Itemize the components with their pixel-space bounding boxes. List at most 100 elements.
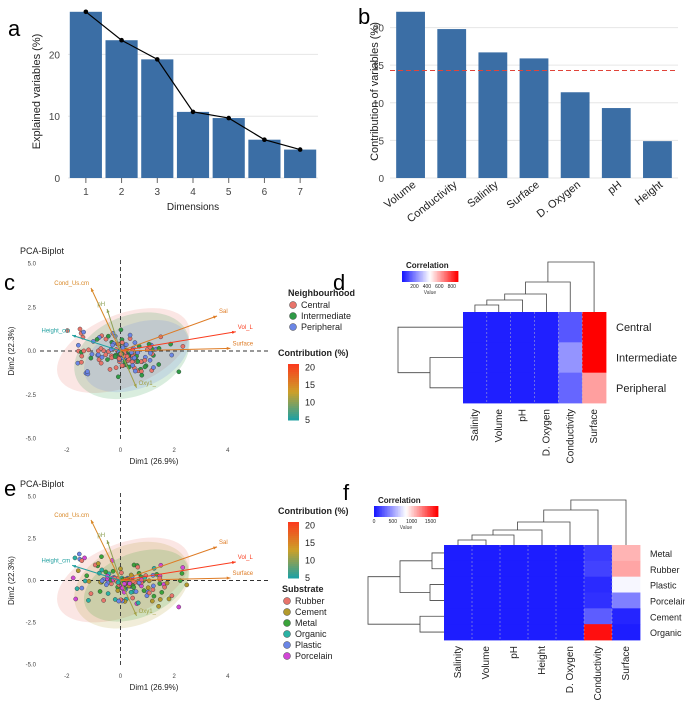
gradient-swatch (288, 574, 299, 577)
variable-label: Surface (232, 341, 253, 347)
gradient-swatch (288, 560, 299, 563)
observation-point (77, 326, 83, 332)
heatmap-cell (558, 312, 583, 343)
legend-label: Cement (295, 607, 327, 617)
gradient-swatch (288, 536, 299, 539)
heatmap-legend-tick: 400 (423, 284, 432, 290)
heatmap-substrate: Metal Rubber Plastic Porcelain Cement Organic… (367, 496, 685, 700)
observation-point (127, 332, 133, 338)
gradient-swatch (288, 530, 299, 533)
loading-arrow (120, 561, 236, 581)
observation-point (110, 342, 115, 348)
observation-point (142, 364, 148, 370)
heatmap-cell (584, 608, 613, 625)
heatmap-legend-swatch (374, 506, 376, 517)
x-tick-label: 4 (190, 187, 196, 198)
legend-title: Neighbourhood (288, 288, 355, 298)
arrow-head (231, 561, 236, 565)
loading-arrow (120, 331, 236, 352)
gradient-swatch (288, 374, 299, 377)
variable-label: Sal (219, 540, 228, 546)
heatmap-legend-swatch (423, 271, 425, 282)
observation-point (139, 369, 144, 374)
heatmap-legend-swatch (453, 271, 456, 282)
gradient-swatch (288, 414, 299, 417)
biplot-neighbourhood: PCA-Biplot -2 0 2 4 5.0 2.5 0.0 -2.5 -5.0 Cond_Us.… (7, 246, 355, 466)
heatmap-legend-swatch (380, 506, 383, 517)
gradient-swatch (288, 526, 299, 529)
heatmap-cell (528, 624, 557, 641)
y-tick-label: 0.0 (28, 349, 37, 355)
heatmap-legend-swatch (449, 271, 452, 282)
heatmap-cell (612, 545, 641, 562)
gradient-swatch (288, 538, 299, 541)
gradient-swatch (288, 402, 299, 405)
gradient-swatch (288, 542, 299, 545)
legend-marker (283, 597, 291, 605)
y-axis-title: Contribution of variables (%) (369, 22, 381, 161)
legend-label: Peripheral (301, 322, 342, 332)
observation-point (116, 598, 122, 604)
gradient-tick: 20 (305, 363, 315, 373)
x-tick-label: Volume (382, 179, 418, 211)
gradient-swatch (288, 532, 299, 535)
y-tick-label: 2.5 (28, 536, 37, 542)
heatmap-cell (500, 576, 529, 593)
y-axis-title: Dim2 (22.3%) (7, 326, 16, 375)
observation-point (82, 555, 87, 561)
biplot-title: PCA-Biplot (20, 246, 65, 256)
observation-point (79, 359, 84, 365)
observation-point (119, 340, 125, 345)
y-tick-label: -5.0 (26, 437, 37, 443)
heatmap-cell (528, 576, 557, 593)
heatmap-legend-swatch (375, 506, 378, 517)
observation-point (88, 591, 94, 596)
column-label: Volume (481, 646, 492, 680)
legend-marker (283, 630, 291, 638)
heatmap-legend-swatch (413, 271, 415, 282)
y-tick-label: 5.0 (28, 262, 37, 268)
column-label: D. Oxygen (565, 646, 576, 693)
bar (519, 58, 549, 179)
column-dendrogram (517, 521, 571, 545)
observation-point (75, 568, 81, 574)
heatmap-cell (582, 342, 607, 374)
gradient-swatch (288, 404, 299, 407)
observation-point (148, 350, 153, 356)
observation-point (88, 355, 94, 361)
legend-title: Substrate (282, 584, 324, 594)
y-tick-label: 2.5 (28, 305, 37, 311)
heatmap-cell (486, 372, 512, 404)
variable-label: Surface (232, 571, 253, 577)
heatmap-cell (528, 545, 557, 562)
y-tick-label: 15 (373, 61, 385, 72)
observation-point (115, 588, 121, 593)
arrow-head (106, 540, 110, 545)
loading-arrow (120, 350, 138, 388)
legend-label: Intermediate (301, 311, 351, 321)
x-tick-label: 2 (172, 674, 176, 680)
observation-point (135, 564, 141, 570)
observation-point (99, 578, 105, 584)
heatmap-legend-swatch (431, 506, 434, 517)
heatmap-neighbourhood: Central Intermediate Peripheral Salinity Vol… (397, 261, 677, 463)
legend-label: Porcelain (295, 651, 333, 661)
y-tick-label: -2.5 (26, 621, 37, 627)
heatmap-cell (510, 312, 535, 343)
observation-point (107, 367, 113, 372)
heatmap-cell (444, 608, 473, 625)
gradient-swatch (288, 392, 299, 395)
column-dendrogram (486, 299, 523, 312)
observation-point (176, 604, 182, 610)
gradient-swatch (288, 410, 299, 413)
heatmap-legend-swatch (448, 271, 450, 282)
arrow-head (213, 315, 218, 319)
observation-point (82, 578, 88, 584)
gradient-swatch (288, 576, 299, 579)
panel-label-c: c (4, 270, 15, 295)
column-label: D. Oxygen (541, 409, 552, 456)
heatmap-legend-swatch (377, 506, 380, 517)
heatmap-legend-title: Correlation (406, 261, 449, 270)
observation-point (73, 596, 79, 602)
row-label: Organic (650, 628, 682, 638)
